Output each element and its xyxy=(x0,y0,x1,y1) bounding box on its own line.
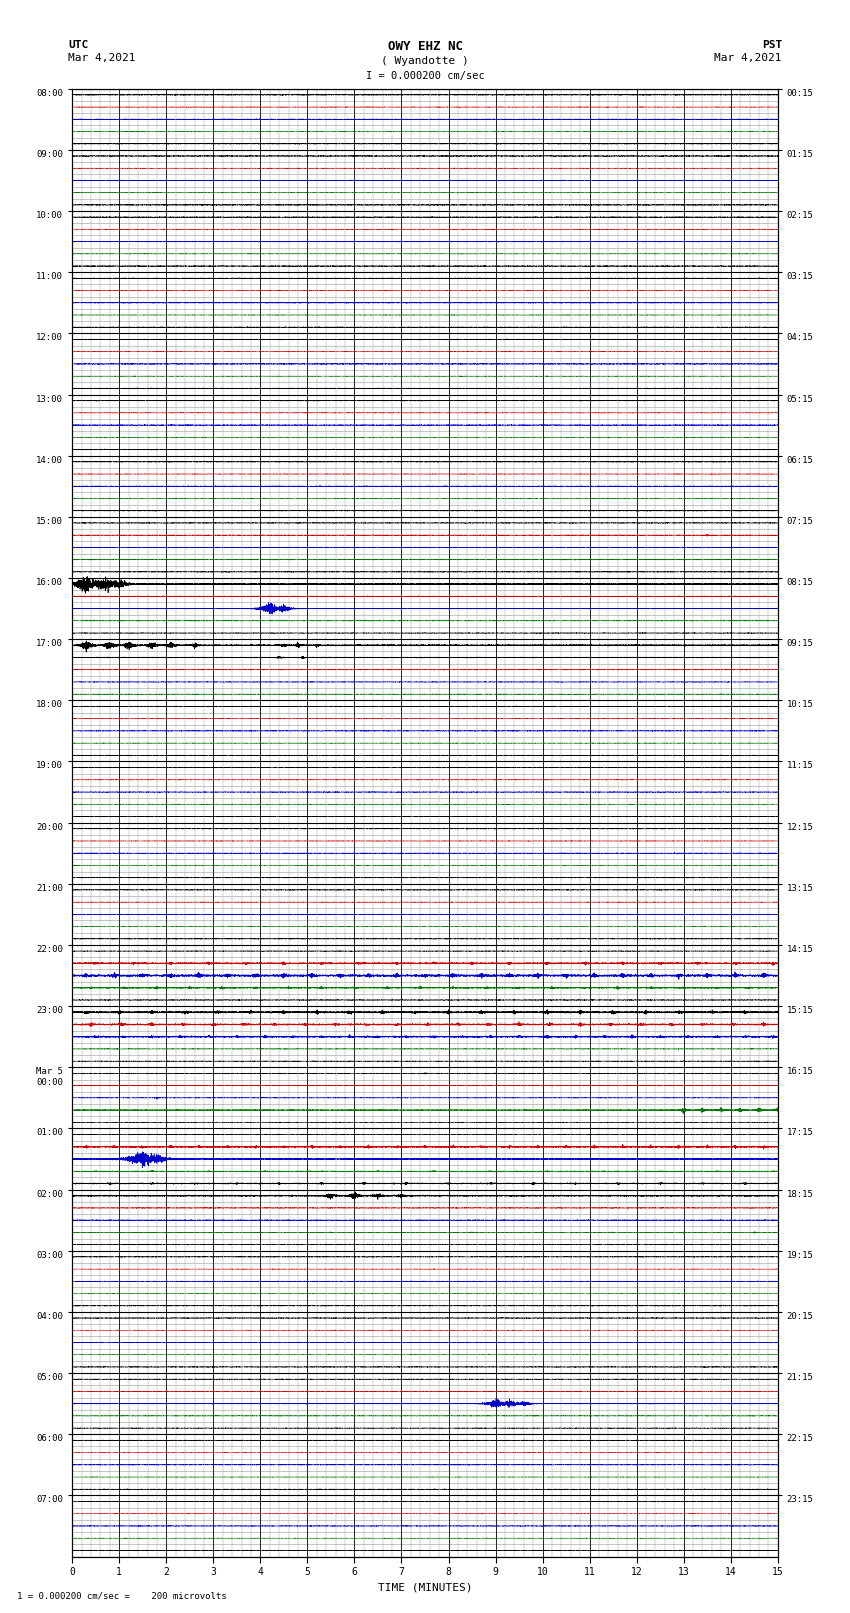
Text: PST: PST xyxy=(762,40,782,50)
Text: Mar 4,2021: Mar 4,2021 xyxy=(715,53,782,63)
Text: 1 = 0.000200 cm/sec =    200 microvolts: 1 = 0.000200 cm/sec = 200 microvolts xyxy=(17,1590,227,1600)
Text: OWY EHZ NC: OWY EHZ NC xyxy=(388,40,462,53)
Text: I = 0.000200 cm/sec: I = 0.000200 cm/sec xyxy=(366,71,484,81)
X-axis label: TIME (MINUTES): TIME (MINUTES) xyxy=(377,1582,473,1592)
Text: ( Wyandotte ): ( Wyandotte ) xyxy=(381,56,469,66)
Text: UTC: UTC xyxy=(68,40,88,50)
Text: Mar 4,2021: Mar 4,2021 xyxy=(68,53,135,63)
